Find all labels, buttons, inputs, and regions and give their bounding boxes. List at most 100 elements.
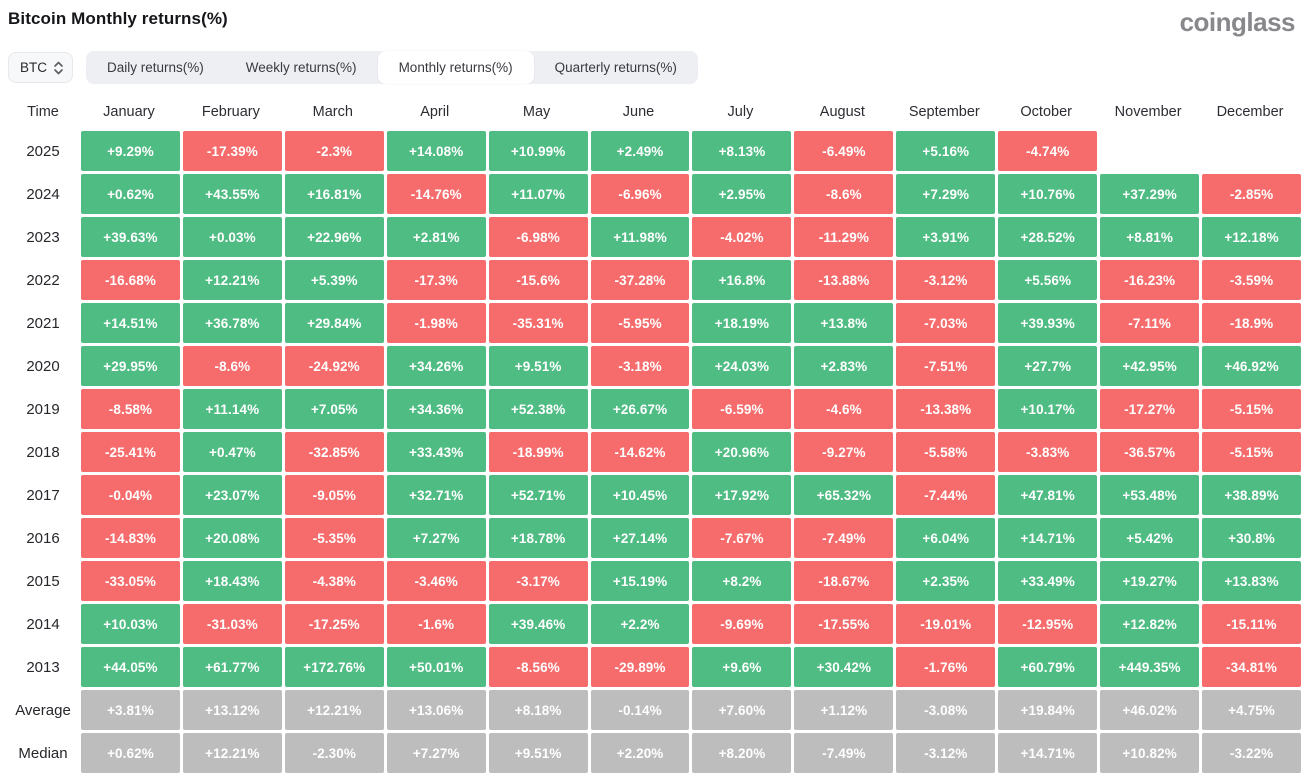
return-cell: -15.11% (1202, 604, 1301, 644)
return-cell: +19.84% (998, 690, 1098, 730)
return-cell: +20.96% (692, 432, 792, 472)
return-cell: +9.51% (488, 733, 588, 773)
return-cell: +0.47% (182, 432, 282, 472)
return-cell: +12.21% (182, 733, 282, 773)
return-cell: -5.95% (590, 303, 690, 343)
return-cell: +39.63% (81, 217, 180, 257)
return-cell: +2.81% (386, 217, 486, 257)
return-cell: +3.81% (81, 690, 180, 730)
column-header: March (312, 103, 353, 120)
return-cell: +8.18% (488, 690, 588, 730)
return-cell: +12.18% (1202, 217, 1301, 257)
return-cell: +22.96% (284, 217, 384, 257)
return-cell: +9.6% (692, 647, 792, 687)
return-cell: -17.39% (182, 131, 282, 171)
symbol-select-value: BTC (20, 60, 47, 75)
column-header: November (1114, 103, 1182, 120)
return-cell (1202, 131, 1301, 171)
return-cell: +19.27% (1100, 561, 1200, 601)
row-label: Average (15, 701, 71, 719)
tab-weekly-returns[interactable]: Weekly returns(%) (245, 60, 357, 75)
row-label: 2019 (26, 400, 60, 418)
return-cell: +2.95% (692, 174, 792, 214)
return-cell (1100, 131, 1199, 171)
return-cell: +36.78% (182, 303, 282, 343)
return-cell: -7.11% (1100, 303, 1200, 343)
return-cell: -7.03% (896, 303, 996, 343)
return-cell: -0.14% (590, 690, 690, 730)
return-cell: -0.04% (81, 475, 180, 515)
return-cell: -3.59% (1202, 260, 1301, 300)
row-label: Median (18, 744, 68, 762)
return-cell: +449.35% (1100, 647, 1200, 687)
return-cell: +39.93% (998, 303, 1098, 343)
return-cell: -3.12% (896, 733, 996, 773)
row-label: 2022 (26, 271, 60, 289)
return-cell: +11.07% (488, 174, 588, 214)
row-label: 2014 (26, 615, 60, 633)
return-cell: -8.6% (794, 174, 894, 214)
return-cell: +12.21% (182, 260, 282, 300)
return-cell: +13.12% (182, 690, 282, 730)
table-row: 2018 -25.41% +0.47% -32.85% +33.43% -18.99% -1… (8, 432, 1301, 472)
return-cell: +15.19% (590, 561, 690, 601)
return-cell: -2.3% (284, 131, 384, 171)
return-cell: +42.95% (1100, 346, 1200, 386)
return-cell: +29.95% (81, 346, 180, 386)
return-cell: +60.79% (998, 647, 1098, 687)
tab-quarterly-returns[interactable]: Quarterly returns(%) (554, 60, 677, 75)
table-row: 2021 +14.51% +36.78% +29.84% -1.98% -35.31% -5… (8, 303, 1301, 343)
table-row: 2022 -16.68% +12.21% +5.39% -17.3% -15.6% -37.… (8, 260, 1301, 300)
row-label: 2018 (26, 443, 60, 461)
return-cell: +50.01% (386, 647, 486, 687)
return-cell: -29.89% (590, 647, 690, 687)
return-cell: -5.15% (1202, 432, 1301, 472)
return-cell: +47.81% (998, 475, 1098, 515)
returns-tabbar: Daily returns(%) Weekly returns(%) Monthly… (86, 51, 698, 84)
return-cell: +24.03% (692, 346, 792, 386)
return-cell: +44.05% (81, 647, 180, 687)
return-cell: -31.03% (182, 604, 282, 644)
row-label: 2015 (26, 572, 60, 590)
return-cell: -7.67% (692, 518, 792, 558)
return-cell: +10.45% (590, 475, 690, 515)
return-cell: -17.25% (284, 604, 384, 644)
return-cell: -5.58% (896, 432, 996, 472)
return-cell: -1.98% (386, 303, 486, 343)
return-cell: +7.29% (896, 174, 996, 214)
tab-monthly-returns[interactable]: Monthly returns(%) (377, 51, 534, 84)
return-cell: -18.67% (794, 561, 894, 601)
return-cell: -2.30% (284, 733, 384, 773)
return-cell: +10.76% (998, 174, 1098, 214)
return-cell: +17.92% (692, 475, 792, 515)
page-title: Bitcoin Monthly returns(%) (8, 9, 228, 28)
column-header: January (103, 103, 155, 120)
return-cell: +5.16% (896, 131, 996, 171)
tab-daily-returns[interactable]: Daily returns(%) (107, 60, 204, 75)
return-cell: +6.04% (896, 518, 996, 558)
return-cell: -6.49% (794, 131, 894, 171)
symbol-select[interactable]: BTC (8, 52, 73, 83)
return-cell: +10.82% (1100, 733, 1200, 773)
return-cell: +34.26% (386, 346, 486, 386)
return-cell: +27.7% (998, 346, 1098, 386)
controls-row: BTC Daily returns(%) Weekly returns(%) Mon… (8, 51, 1309, 84)
return-cell: +18.43% (182, 561, 282, 601)
return-cell: -8.56% (488, 647, 588, 687)
table-row: 2014 +10.03% -31.03% -17.25% -1.6% +39.46% +2.… (8, 604, 1301, 644)
table-row: 2024 +0.62% +43.55% +16.81% -14.76% +11.07% -6… (8, 174, 1301, 214)
return-cell: +18.19% (692, 303, 792, 343)
return-cell: -35.31% (488, 303, 588, 343)
return-cell: +7.05% (284, 389, 384, 429)
return-cell: +28.52% (998, 217, 1098, 257)
row-label: 2021 (26, 314, 60, 332)
return-cell: -9.69% (692, 604, 792, 644)
return-cell: +14.71% (998, 733, 1098, 773)
table-row: Median +0.62% +12.21% -2.30% +7.27% +9.51% +2.… (8, 733, 1301, 773)
return-cell: -15.6% (488, 260, 588, 300)
column-header: August (819, 103, 865, 120)
table-header-row: Time January February March April May June Jul… (8, 97, 1301, 126)
row-label: 2023 (26, 228, 60, 246)
return-cell: +5.42% (1100, 518, 1200, 558)
table-row: 2019 -8.58% +11.14% +7.05% +34.36% +52.38% +26… (8, 389, 1301, 429)
